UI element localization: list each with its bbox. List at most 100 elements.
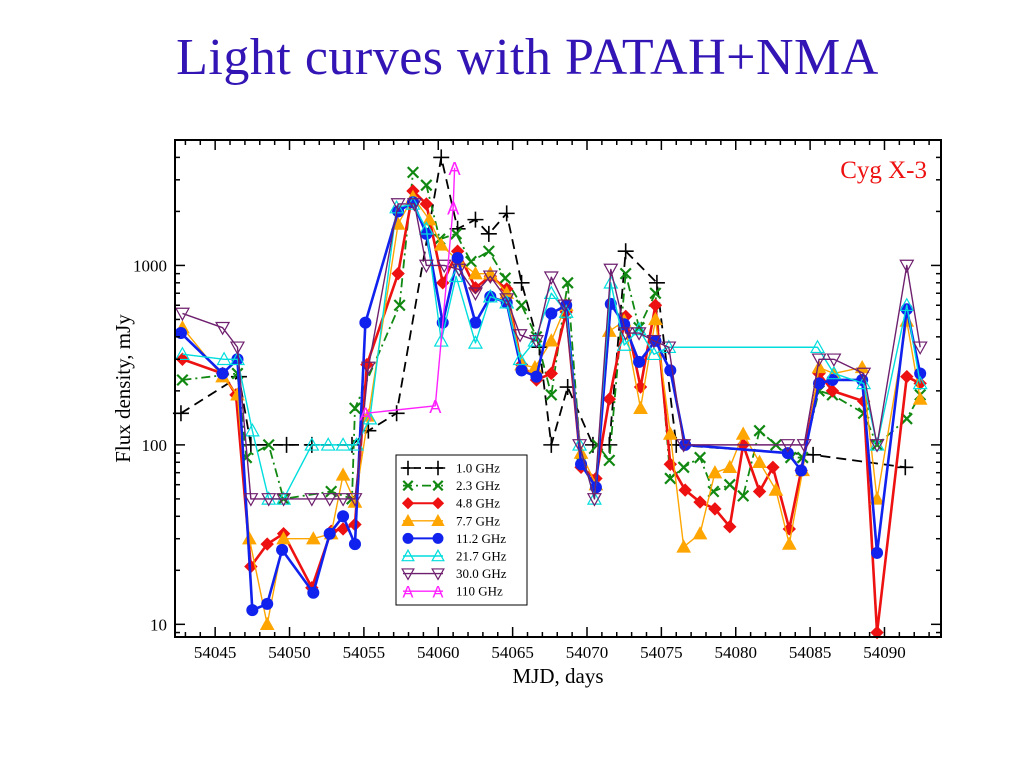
data-point bbox=[664, 364, 677, 377]
data-point bbox=[335, 467, 351, 481]
legend-marker bbox=[432, 532, 444, 544]
data-point bbox=[753, 424, 766, 437]
data-point bbox=[482, 288, 498, 303]
data-point bbox=[649, 287, 662, 300]
y-tick-label: 10 bbox=[150, 615, 167, 634]
data-point bbox=[323, 527, 336, 540]
legend: 1.0 GHz 2.3 GHz 4.8 GHz 7.7 GHz 11.2 GHz 21.7… bbox=[395, 454, 528, 606]
data-point bbox=[359, 316, 372, 329]
data-point bbox=[260, 537, 274, 551]
data-point bbox=[499, 293, 515, 307]
data-point bbox=[586, 493, 602, 507]
legend-label: 11.2 GHz bbox=[456, 531, 506, 546]
data-point bbox=[795, 464, 808, 477]
series-layer: A AAA bbox=[172, 149, 928, 640]
data-point bbox=[322, 493, 338, 507]
data-point bbox=[467, 211, 484, 228]
data-point bbox=[543, 436, 560, 453]
data-point bbox=[677, 461, 690, 474]
data-point bbox=[216, 367, 229, 380]
legend-label: 4.8 GHz bbox=[456, 496, 500, 511]
data-point bbox=[648, 274, 665, 291]
data-point bbox=[325, 485, 338, 498]
data-point bbox=[433, 149, 450, 166]
legend-marker bbox=[431, 568, 445, 581]
data-point bbox=[527, 333, 543, 347]
data-point bbox=[856, 375, 872, 390]
data-point bbox=[390, 198, 406, 212]
data-point bbox=[897, 459, 914, 476]
data-point bbox=[752, 484, 767, 499]
data-point bbox=[530, 370, 543, 383]
series-21-7-ghz bbox=[174, 196, 928, 505]
data-point bbox=[735, 426, 751, 440]
data-point bbox=[543, 271, 559, 285]
data-point bbox=[676, 539, 692, 553]
x-tick-label: 54080 bbox=[714, 643, 757, 662]
data-point bbox=[826, 353, 842, 367]
data-point bbox=[515, 364, 528, 377]
data-point bbox=[259, 616, 275, 631]
data-point: A bbox=[429, 397, 442, 417]
data-point bbox=[174, 346, 190, 361]
legend-marker bbox=[431, 548, 445, 562]
data-point bbox=[278, 436, 295, 453]
data-point bbox=[276, 531, 291, 545]
data-point bbox=[708, 502, 722, 516]
data-point bbox=[421, 212, 437, 226]
data-point bbox=[796, 439, 812, 453]
data-point bbox=[393, 299, 406, 312]
data-point bbox=[664, 472, 677, 485]
data-point bbox=[678, 483, 692, 497]
data-point bbox=[360, 361, 376, 376]
x-tick-label: 54070 bbox=[566, 643, 609, 662]
data-point bbox=[810, 339, 826, 354]
data-point bbox=[811, 353, 827, 367]
data-point bbox=[512, 351, 528, 366]
data-point bbox=[348, 402, 362, 415]
data-point bbox=[176, 373, 189, 386]
legend-marker bbox=[401, 497, 415, 510]
x-tick-label: 54060 bbox=[417, 643, 460, 662]
data-point bbox=[616, 337, 632, 351]
data-point bbox=[648, 298, 663, 312]
data-point bbox=[216, 351, 232, 366]
data-point bbox=[304, 437, 320, 451]
series-110-ghz: A AAA bbox=[359, 159, 461, 424]
data-point bbox=[676, 439, 692, 453]
data-point bbox=[871, 546, 884, 559]
data-point bbox=[420, 179, 433, 192]
data-point bbox=[320, 437, 336, 451]
data-point bbox=[633, 400, 648, 414]
data-point bbox=[826, 373, 839, 386]
data-point bbox=[468, 266, 483, 280]
x-tick-label: 54085 bbox=[789, 643, 832, 662]
data-point bbox=[261, 493, 277, 507]
data-point bbox=[261, 597, 274, 610]
data-point bbox=[528, 335, 544, 349]
legend-marker bbox=[401, 548, 415, 562]
data-point bbox=[912, 375, 928, 390]
data-point bbox=[633, 355, 646, 368]
chart-annotation: Cyg X-3 bbox=[840, 157, 927, 184]
data-point bbox=[451, 251, 464, 265]
data-point: A bbox=[449, 159, 462, 179]
series-30-0-ghz bbox=[174, 198, 928, 507]
data-point bbox=[418, 221, 434, 235]
x-tick-label: 54075 bbox=[640, 643, 683, 662]
data-point bbox=[661, 341, 677, 355]
data-point bbox=[480, 225, 497, 242]
legend-marker bbox=[401, 513, 415, 526]
data-point bbox=[912, 341, 928, 355]
data-point bbox=[450, 227, 463, 240]
axis-layer: 54045 54050 54055 54060 54065 54070 54075 54080… bbox=[133, 139, 941, 662]
data-point bbox=[348, 437, 364, 451]
data-point bbox=[469, 316, 482, 329]
data-point bbox=[244, 422, 260, 437]
data-point bbox=[825, 384, 840, 398]
data-point bbox=[869, 437, 885, 451]
data-point bbox=[304, 493, 320, 507]
legend-marker bbox=[431, 497, 445, 510]
data-point bbox=[307, 586, 320, 599]
